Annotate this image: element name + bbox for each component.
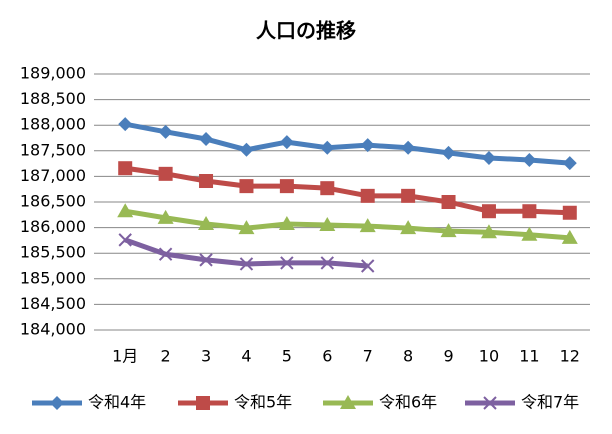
marker — [199, 253, 213, 267]
series-line — [124, 208, 570, 241]
marker — [158, 124, 173, 139]
marker — [279, 135, 294, 150]
y-tick-label: 187,000 — [20, 166, 86, 185]
marker — [320, 256, 334, 270]
marker — [279, 179, 294, 194]
marker — [239, 257, 254, 271]
marker — [320, 181, 335, 196]
x-tick-label: 8 — [403, 347, 413, 366]
marker — [239, 142, 254, 157]
marker — [562, 156, 577, 171]
marker — [521, 226, 538, 241]
chart-title: 人口の推移 — [256, 19, 356, 43]
marker — [440, 223, 457, 238]
marker — [360, 138, 375, 153]
y-tick-label: 184,500 — [20, 294, 86, 313]
y-tick-label: 185,500 — [20, 243, 86, 262]
x-tick-label: 10 — [479, 347, 499, 366]
marker — [480, 224, 497, 239]
marker — [158, 247, 173, 261]
marker — [400, 220, 417, 235]
marker — [360, 188, 375, 203]
marker — [280, 256, 294, 270]
marker — [199, 174, 214, 189]
series-line — [124, 121, 570, 166]
y-tick-label: 188,500 — [20, 89, 86, 108]
marker — [483, 396, 497, 410]
marker — [441, 195, 456, 209]
legend-label: 令和7年 — [521, 393, 579, 412]
marker — [118, 117, 133, 132]
x-tick-label: 12 — [560, 347, 580, 366]
y-tick-label: 188,000 — [20, 115, 86, 134]
legend-label: 令和6年 — [379, 393, 437, 412]
marker — [278, 216, 295, 231]
y-tick-label: 184,000 — [20, 320, 86, 339]
x-tick-label: 5 — [282, 347, 292, 366]
marker — [481, 150, 496, 165]
marker — [522, 204, 537, 219]
marker — [320, 140, 335, 155]
x-tick-label: 11 — [519, 347, 539, 366]
marker — [238, 220, 255, 235]
y-tick-label: 187,500 — [20, 140, 86, 159]
marker — [118, 233, 132, 247]
y-tick-label: 189,000 — [20, 64, 86, 83]
marker — [359, 218, 376, 233]
x-tick-label: 6 — [322, 347, 332, 366]
marker — [157, 209, 174, 224]
legend-label: 令和4年 — [88, 393, 146, 412]
x-tick-label: 1月 — [112, 347, 138, 366]
marker — [118, 161, 133, 176]
x-tick-label: 7 — [363, 347, 373, 366]
marker — [199, 132, 214, 147]
y-tick-label: 185,000 — [20, 268, 86, 287]
marker — [441, 145, 456, 160]
x-tick-label: 2 — [161, 347, 171, 366]
marker — [340, 395, 356, 409]
marker — [319, 217, 336, 232]
y-tick-label: 186,000 — [20, 217, 86, 236]
x-tick-label: 9 — [443, 347, 453, 366]
marker — [198, 216, 215, 231]
marker — [562, 205, 577, 220]
legend-label: 令和5年 — [234, 393, 292, 412]
y-tick-label: 186,500 — [20, 192, 86, 211]
x-tick-label: 4 — [241, 347, 251, 366]
marker — [481, 204, 496, 219]
marker — [361, 259, 375, 273]
marker — [158, 166, 173, 181]
marker — [401, 188, 416, 203]
marker — [239, 179, 254, 194]
marker — [117, 203, 134, 218]
marker — [522, 153, 537, 168]
marker — [196, 396, 210, 410]
marker — [50, 396, 64, 410]
x-tick-label: 3 — [201, 347, 211, 366]
marker — [561, 229, 578, 244]
marker — [401, 140, 416, 155]
